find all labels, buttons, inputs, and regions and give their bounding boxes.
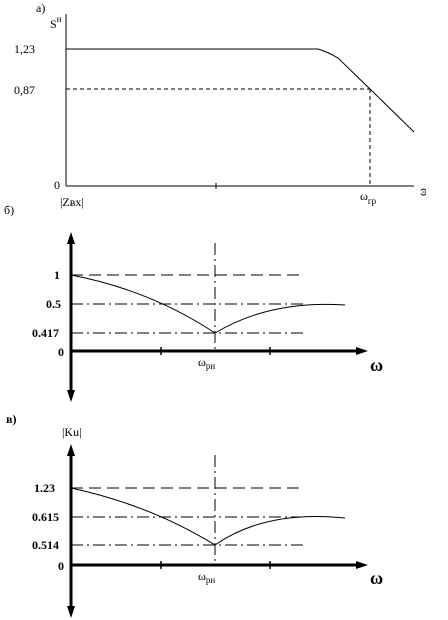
y-tick-label-b-1: 1: [54, 268, 60, 282]
y-tick-label-a-0: 0: [54, 178, 60, 192]
series-line-c: [70, 487, 346, 546]
chart-a: а) Sн 1,23 0,87 0 |Zвх| ωгр ω: [14, 1, 429, 209]
x-tick-label-omega-rn-c: ωрн: [198, 569, 215, 585]
y-axis-arrow-up-b: [67, 232, 75, 244]
chart-c: в) |Ku| 1.23 0.615 0.514 0 ωрн ω: [6, 412, 383, 618]
x-tick-label-omega-rn-b: ωрн: [198, 355, 215, 371]
x-axis-label-c: ω: [370, 568, 383, 588]
y-tick-label-c-0615: 0.615: [32, 510, 59, 524]
y-axis-label-a: Sн: [50, 14, 62, 31]
panel-label-a: а): [36, 1, 45, 15]
x-axis-arrow-b: [356, 347, 368, 355]
series-line-a: [66, 48, 415, 133]
chart-b: б) 1 0.5 0.417 0 ωрн ω: [4, 203, 383, 402]
series-line-b: [70, 274, 346, 334]
x-axis-arrow-c: [356, 561, 368, 569]
y-tick-label-a-2: 0,87: [14, 83, 35, 97]
panel-label-c: в): [6, 412, 16, 426]
y-tick-label-a-1: 1,23: [14, 42, 35, 56]
y-axis-arrow-down-c: [67, 606, 75, 618]
y-axis-arrow-up-c: [67, 444, 75, 456]
x-tick-label-omega-gr-a: ωгр: [360, 189, 377, 206]
x-axis-label-b: ω: [370, 355, 383, 375]
y-tick-label-c-123: 1.23: [34, 481, 55, 495]
y-tick-label-b-05: 0.5: [46, 297, 61, 311]
x-axis-label-a: ω: [415, 188, 429, 196]
zvx-label-a: |Zвх|: [60, 195, 84, 209]
y-tick-label-b-0: 0: [58, 345, 64, 359]
y-tick-label-c-0: 0: [58, 559, 64, 573]
y-axis-label-c: |Ku|: [62, 425, 81, 439]
y-tick-label-c-0514: 0.514: [32, 538, 59, 552]
panel-label-b: б): [4, 203, 14, 217]
y-tick-label-b-0417: 0.417: [32, 326, 59, 340]
y-axis-arrow-down-b: [67, 390, 75, 402]
